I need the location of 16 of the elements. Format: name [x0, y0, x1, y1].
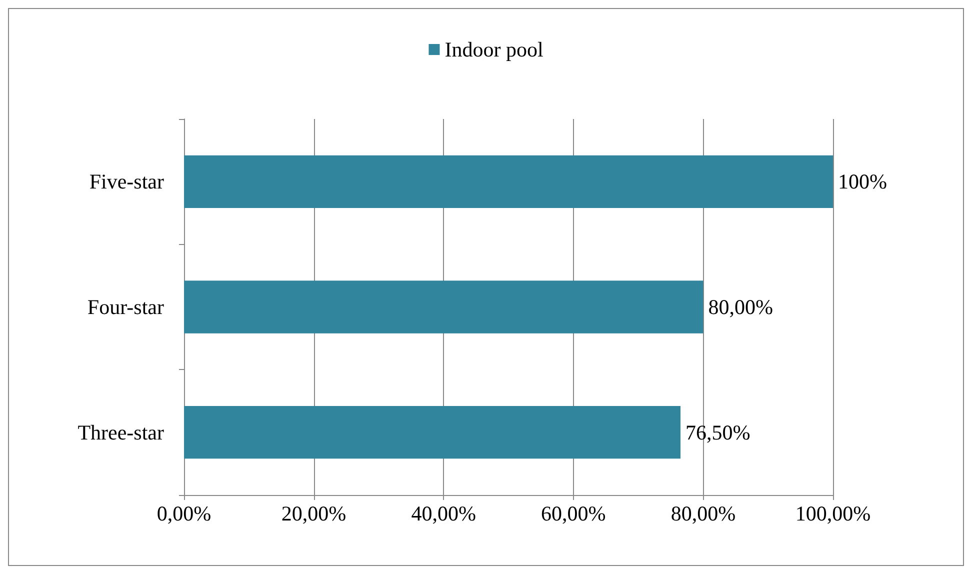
x-tick-label: 60,00% [541, 502, 606, 526]
y-tick-label: Four-star [87, 295, 164, 319]
bar [184, 280, 704, 334]
x-tick-label: 80,00% [670, 502, 736, 526]
bar [184, 155, 833, 208]
y-tick-label: Five-star [89, 170, 164, 194]
bar [184, 406, 680, 459]
data-label: 76,50% [685, 420, 750, 444]
data-label: 100% [838, 170, 887, 194]
x-tick-label: 20,00% [281, 502, 346, 526]
x-tick-label: 100,00% [795, 502, 871, 526]
data-label: 80,00% [708, 295, 773, 319]
legend-label: Indoor pool [444, 38, 544, 62]
y-tick-label: Three-star [78, 420, 164, 444]
x-tick-label: 0,00% [156, 502, 212, 526]
x-tick-label: 40,00% [411, 502, 476, 526]
